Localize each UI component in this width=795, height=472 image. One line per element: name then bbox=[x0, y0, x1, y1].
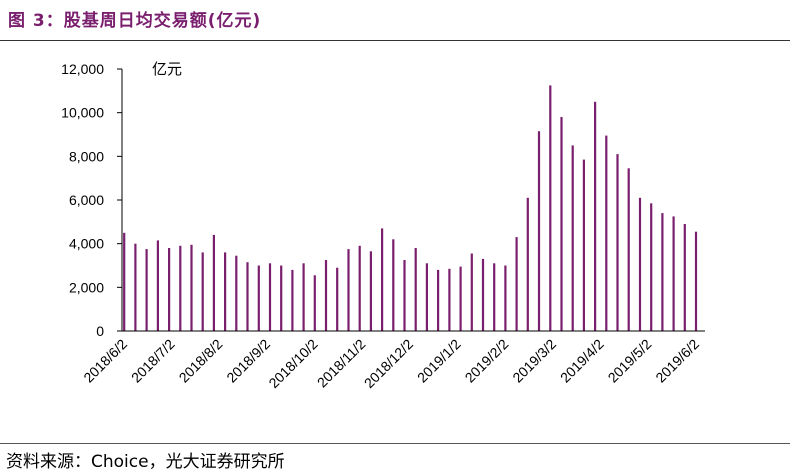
bar bbox=[470, 253, 473, 331]
bar bbox=[638, 197, 642, 331]
bar bbox=[627, 168, 630, 331]
bar bbox=[437, 269, 440, 331]
top-divider bbox=[0, 40, 790, 41]
x-tick-label: 2018/6/2 bbox=[80, 336, 130, 386]
bar bbox=[302, 263, 305, 331]
bar bbox=[605, 135, 608, 331]
x-tick-label: 2018/12/2 bbox=[361, 336, 417, 392]
bar bbox=[403, 260, 406, 331]
x-tick-label: 2018/8/2 bbox=[176, 336, 226, 386]
x-tick-label: 2019/4/2 bbox=[557, 336, 607, 386]
bar bbox=[145, 249, 148, 331]
bar bbox=[582, 159, 585, 331]
bar bbox=[280, 265, 283, 331]
bar bbox=[369, 251, 372, 331]
bar bbox=[672, 216, 675, 331]
bar bbox=[235, 255, 238, 331]
bar bbox=[156, 240, 159, 331]
bar bbox=[661, 213, 664, 331]
bar bbox=[179, 245, 182, 331]
bar bbox=[526, 197, 529, 331]
bar bbox=[381, 228, 384, 331]
bar bbox=[571, 145, 574, 331]
bar bbox=[324, 260, 328, 331]
bar bbox=[459, 266, 462, 331]
bar bbox=[515, 237, 518, 331]
bar bbox=[246, 262, 249, 331]
bar bbox=[190, 244, 193, 331]
bar bbox=[392, 239, 395, 331]
bar bbox=[594, 101, 597, 332]
y-tick-label: 2,000 bbox=[69, 279, 104, 295]
bar bbox=[537, 131, 541, 331]
bar bbox=[504, 265, 507, 331]
x-tick-label: 2018/10/2 bbox=[265, 336, 321, 392]
x-tick-label: 2018/7/2 bbox=[128, 336, 178, 386]
bar bbox=[313, 275, 316, 331]
bar bbox=[616, 154, 619, 331]
bar bbox=[201, 252, 204, 331]
bar bbox=[650, 203, 653, 331]
x-tick-label: 2019/2/2 bbox=[462, 336, 512, 386]
bar bbox=[336, 267, 339, 331]
bar bbox=[481, 258, 485, 331]
bar bbox=[224, 252, 227, 331]
y-tick-label: 6,000 bbox=[69, 192, 104, 208]
bar bbox=[268, 263, 272, 331]
bar bbox=[425, 263, 428, 331]
bar bbox=[347, 249, 350, 331]
bar bbox=[257, 265, 260, 331]
y-tick-label: 12,000 bbox=[61, 61, 104, 77]
y-axis-unit-label: 亿元 bbox=[152, 60, 182, 78]
bar bbox=[694, 231, 698, 331]
bar bbox=[549, 85, 552, 332]
bar bbox=[493, 263, 496, 331]
bar bbox=[123, 232, 126, 332]
y-tick-label: 8,000 bbox=[69, 148, 104, 164]
bar bbox=[212, 234, 215, 331]
x-tick-label: 2019/6/2 bbox=[652, 336, 702, 386]
bar bbox=[560, 117, 563, 331]
source-note: 资料来源：Choice，光大证券研究所 bbox=[6, 452, 285, 472]
x-tick-label: 2018/11/2 bbox=[314, 336, 369, 391]
bar bbox=[291, 269, 294, 331]
bar bbox=[134, 243, 137, 331]
y-tick-label: 4,000 bbox=[69, 236, 104, 252]
y-tick-label: 10,000 bbox=[61, 105, 104, 121]
bar bbox=[414, 248, 417, 331]
bar bbox=[448, 268, 451, 331]
bar bbox=[168, 248, 171, 331]
bar bbox=[358, 245, 361, 331]
bottom-divider bbox=[0, 443, 790, 444]
x-tick-label: 2019/1/2 bbox=[414, 336, 464, 386]
x-tick-label: 2019/5/2 bbox=[605, 336, 655, 386]
bar bbox=[683, 224, 686, 331]
x-tick-label: 2019/3/2 bbox=[509, 336, 559, 386]
y-tick-label: 0 bbox=[96, 323, 104, 339]
page-title: 图 3：股基周日均交易额(亿元) bbox=[8, 11, 262, 31]
